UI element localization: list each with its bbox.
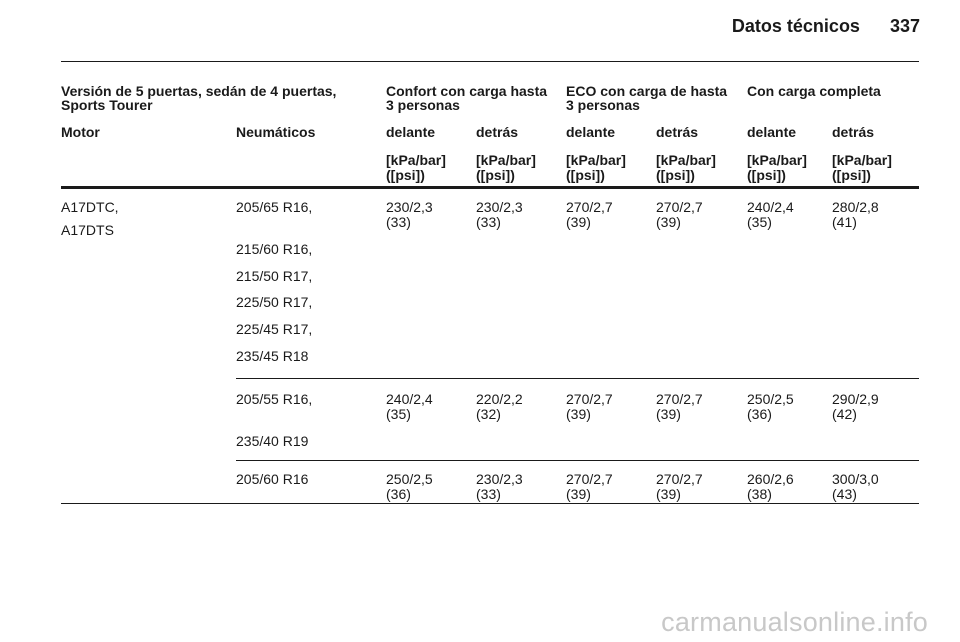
page-header: Datos técnicos 337	[0, 16, 920, 37]
pressure-psi: (32)	[476, 406, 501, 422]
header-rule	[61, 61, 919, 62]
row-divider	[236, 378, 919, 379]
unit-label: ([psi])	[386, 167, 425, 183]
eco-header-line1: ECO con carga de hasta	[566, 83, 728, 99]
pressure-value: 260/2,6	[747, 471, 794, 487]
unit-label: ([psi])	[747, 167, 786, 183]
column-header-motor: Motor	[61, 124, 100, 140]
pressure-psi: (39)	[566, 214, 591, 230]
column-header-eco-front: delante	[566, 124, 616, 140]
pressure-psi: (39)	[566, 486, 591, 502]
tire-size: 215/60 R16,	[236, 241, 313, 257]
pressure-psi: (36)	[747, 406, 772, 422]
tire-size: 205/65 R16,	[236, 199, 313, 215]
unit-label: ([psi])	[656, 167, 695, 183]
tire-size: 205/60 R16	[236, 471, 309, 487]
pressure-psi: (43)	[832, 486, 857, 502]
eco-header-line2: 3 personas	[566, 97, 640, 113]
motor-name: A17DTS	[61, 222, 114, 238]
confort-header-line2: 3 personas	[386, 97, 460, 113]
unit-label: [kPa/bar]	[476, 152, 536, 168]
pressure-value: 230/2,3	[386, 199, 433, 215]
pressure-value: 300/3,0	[832, 471, 879, 487]
pressure-value: 240/2,4	[747, 199, 794, 215]
pressure-value: 290/2,9	[832, 391, 879, 407]
pressure-psi: (33)	[476, 486, 501, 502]
table-bottom-rule	[61, 503, 919, 504]
motor-name: A17DTC,	[61, 199, 119, 215]
pressure-value: 270/2,7	[566, 199, 613, 215]
pressure-psi: (39)	[656, 486, 681, 502]
page-number: 337	[889, 16, 920, 36]
pressure-value: 270/2,7	[656, 391, 703, 407]
pressure-psi: (39)	[656, 214, 681, 230]
column-header-eco-rear: detrás	[656, 124, 699, 140]
column-header-full-rear: detrás	[832, 124, 875, 140]
tire-size: 205/55 R16,	[236, 391, 313, 407]
tire-size: 235/40 R19	[236, 433, 309, 449]
column-header-full-front: delante	[747, 124, 797, 140]
pressure-psi: (38)	[747, 486, 772, 502]
unit-label: [kPa/bar]	[386, 152, 446, 168]
tire-size: 225/50 R17,	[236, 294, 313, 310]
pressure-value: 240/2,4	[386, 391, 433, 407]
tire-size: 215/50 R17,	[236, 268, 313, 284]
pressure-psi: (39)	[656, 406, 681, 422]
header-bottom-rule	[61, 186, 919, 189]
unit-label: [kPa/bar]	[656, 152, 716, 168]
pressure-value: 230/2,3	[476, 471, 523, 487]
unit-label: [kPa/bar]	[832, 152, 892, 168]
pressure-value: 270/2,7	[656, 471, 703, 487]
pressure-psi: (35)	[386, 406, 411, 422]
watermark: carmanualsonline.info	[661, 607, 928, 637]
pressure-value: 250/2,5	[386, 471, 433, 487]
pressure-psi: (33)	[476, 214, 501, 230]
column-header-confort-rear: detrás	[476, 124, 519, 140]
pressure-psi: (33)	[386, 214, 411, 230]
unit-label: [kPa/bar]	[566, 152, 626, 168]
unit-label: [kPa/bar]	[747, 152, 807, 168]
section-title: Datos técnicos	[731, 16, 860, 36]
unit-label: ([psi])	[566, 167, 605, 183]
pressure-psi: (41)	[832, 214, 857, 230]
pressure-value: 270/2,7	[656, 199, 703, 215]
pressure-value: 270/2,7	[566, 471, 613, 487]
pressure-psi: (35)	[747, 214, 772, 230]
pressure-psi: (39)	[566, 406, 591, 422]
pressure-value: 280/2,8	[832, 199, 879, 215]
unit-label: ([psi])	[832, 167, 871, 183]
pressure-psi: (42)	[832, 406, 857, 422]
pressure-value: 230/2,3	[476, 199, 523, 215]
unit-label: ([psi])	[476, 167, 515, 183]
pressure-value: 220/2,2	[476, 391, 523, 407]
version-header-line1: Versión de 5 puertas, sedán de 4 puertas…	[61, 83, 337, 99]
version-header-line2: Sports Tourer	[61, 97, 153, 113]
pressure-value: 250/2,5	[747, 391, 794, 407]
column-header-tires: Neumáticos	[236, 124, 316, 140]
full-load-header: Con carga completa	[747, 83, 881, 99]
confort-header-line1: Confort con carga hasta	[386, 83, 548, 99]
column-header-confort-front: delante	[386, 124, 436, 140]
pressure-psi: (36)	[386, 486, 411, 502]
row-divider	[236, 460, 919, 461]
tire-size: 225/45 R17,	[236, 321, 313, 337]
pressure-value: 270/2,7	[566, 391, 613, 407]
tire-size: 235/45 R18	[236, 348, 309, 364]
